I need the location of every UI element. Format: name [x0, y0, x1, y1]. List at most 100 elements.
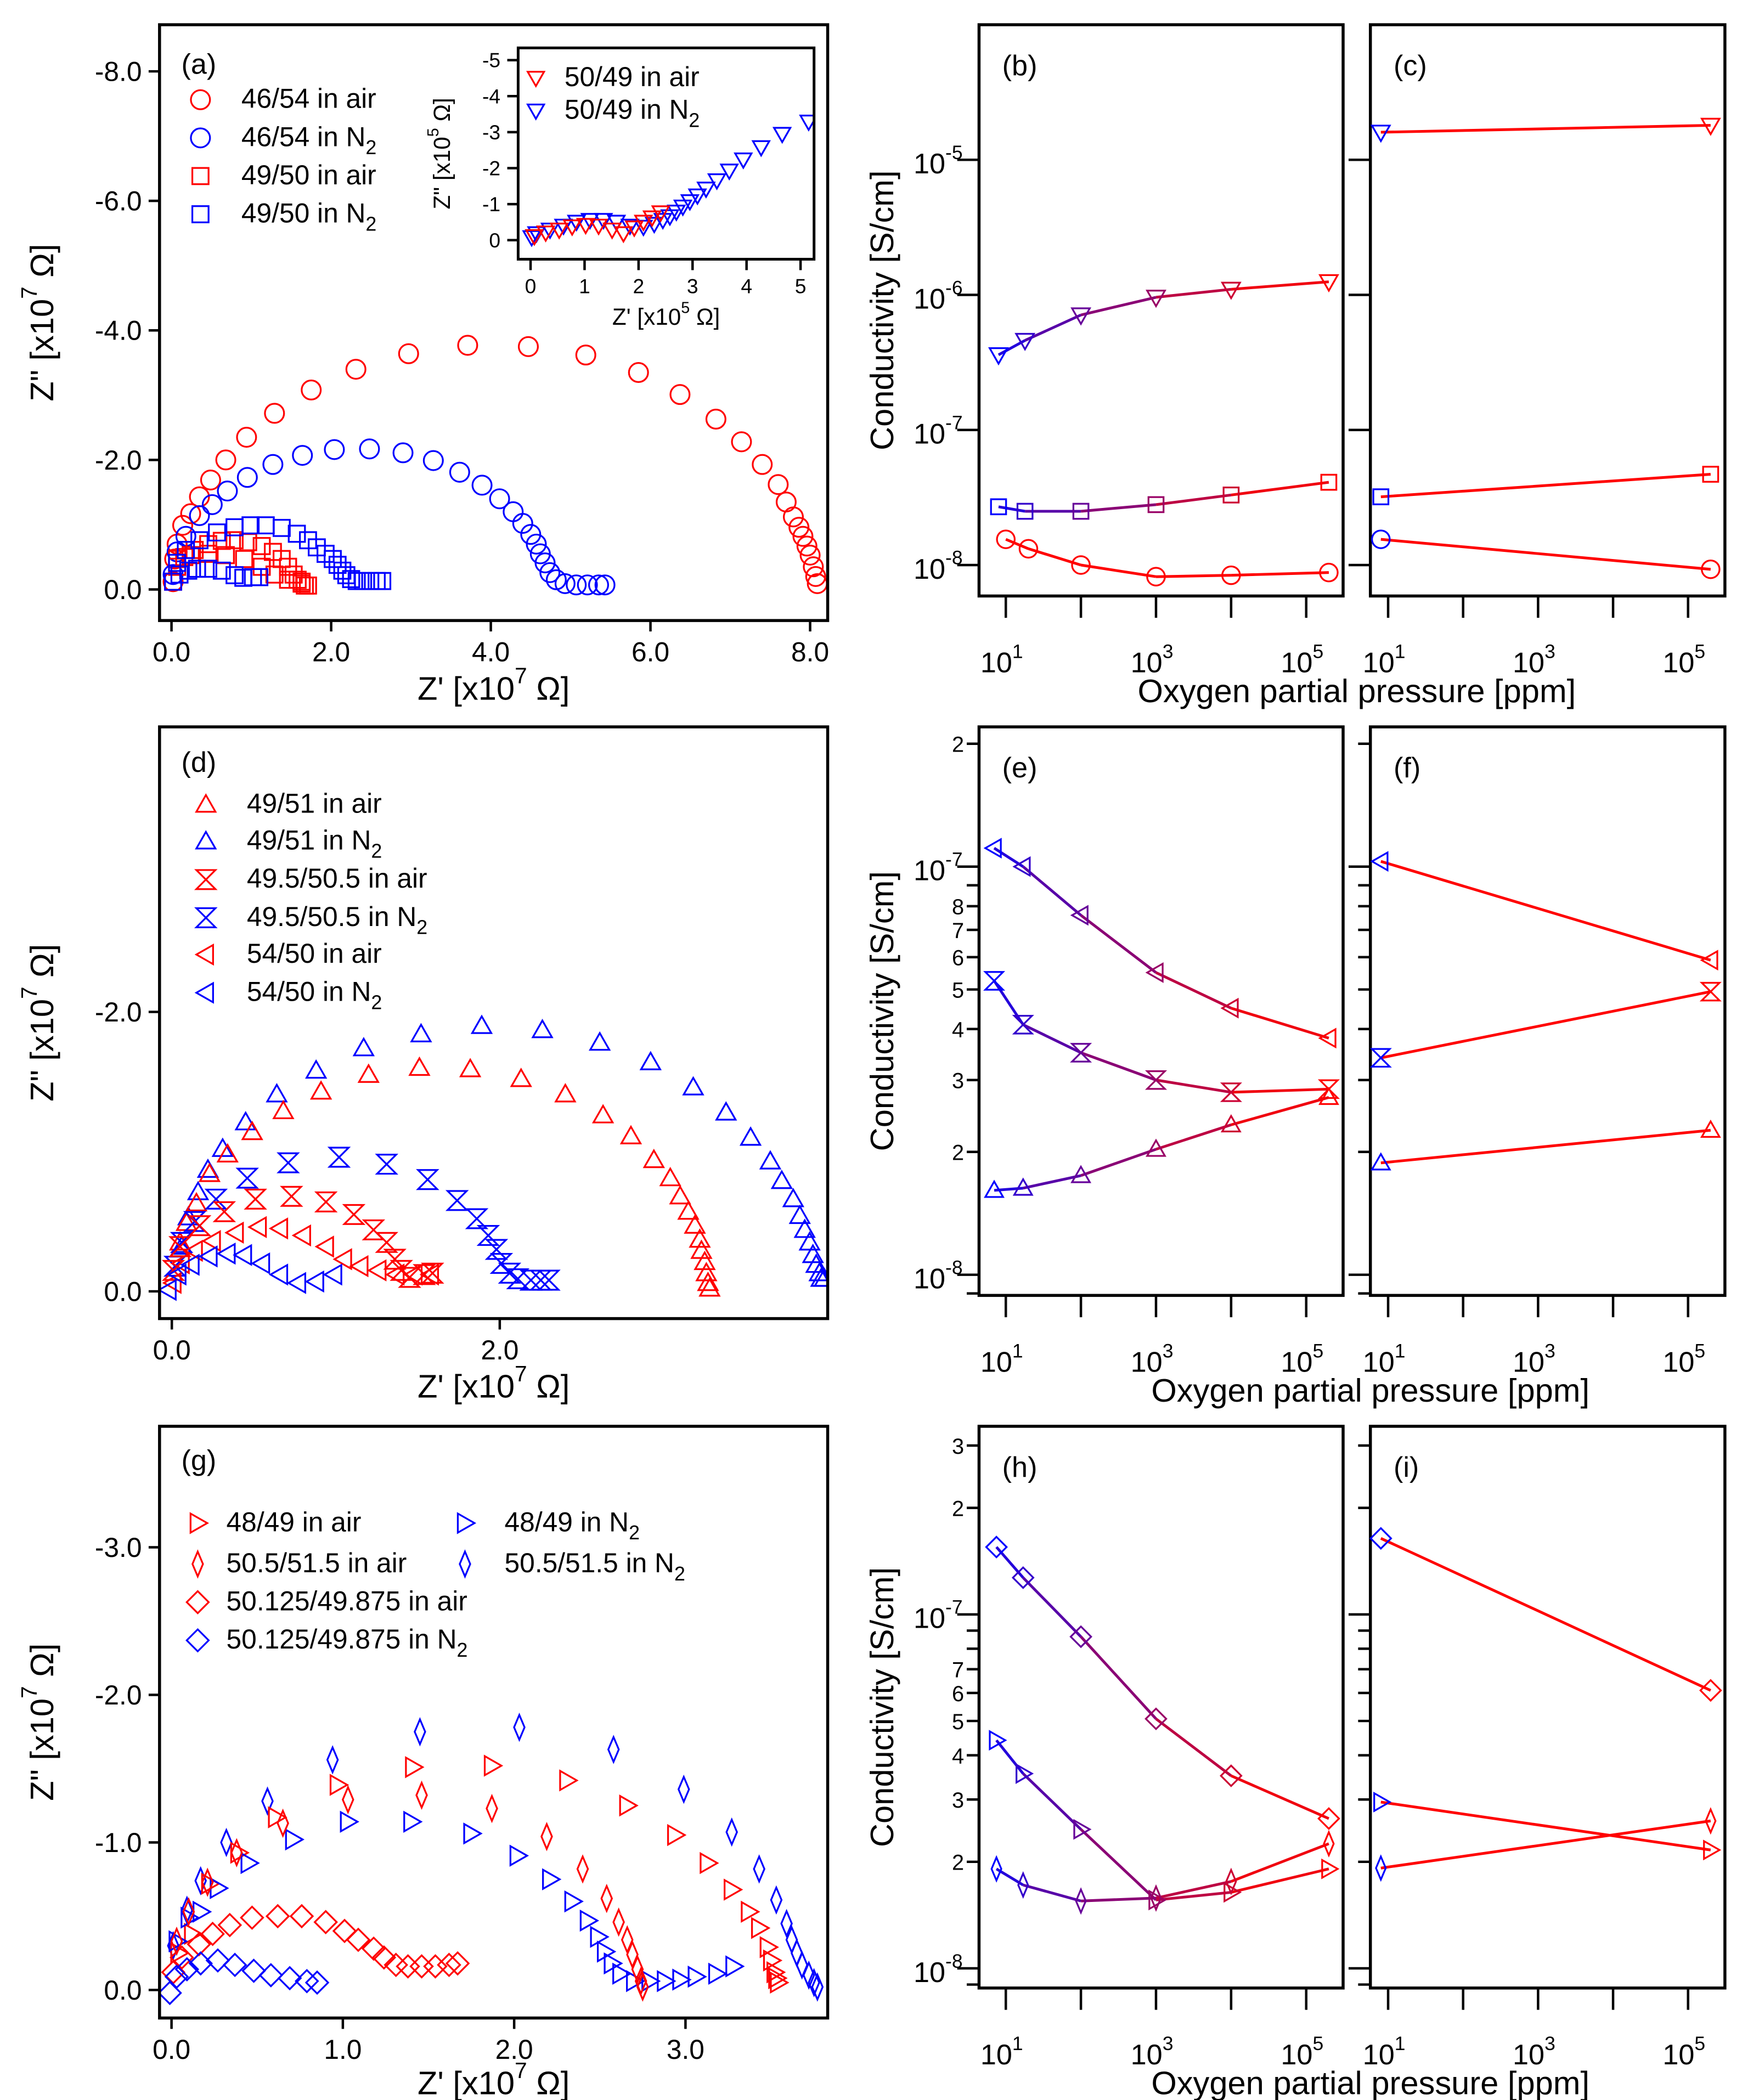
x-axis-title: Oxygen partial pressure [ppm] — [1151, 2065, 1589, 2100]
data-point — [1701, 559, 1721, 579]
data-point — [673, 199, 693, 217]
x-tick-label-superscript: 1 — [1012, 640, 1023, 662]
data-point — [187, 1181, 210, 1200]
series-50-5-51-5-in-N2 — [167, 1712, 824, 2002]
data-point — [181, 1895, 194, 1925]
data-point — [332, 1918, 357, 1944]
data-point — [542, 1868, 562, 1890]
y-tick-label: -2.0 — [95, 997, 142, 1028]
data-point — [631, 1955, 644, 1984]
x-axis-title-tail: Ω] — [527, 2065, 570, 2100]
legend-marker-triangle-up-icon — [195, 793, 217, 813]
data-point — [198, 1245, 218, 1268]
data-point — [782, 506, 804, 528]
legend-marker-triangle-left-icon — [194, 981, 214, 1004]
plot-frame — [516, 46, 816, 261]
x-tick-label-superscript: 1 — [1012, 2033, 1023, 2054]
data-point — [1146, 567, 1166, 586]
panel-label: (h) — [1002, 1452, 1038, 1483]
x-tick-label-superscript: 3 — [1163, 1340, 1174, 1362]
data-point — [796, 535, 818, 557]
data-point — [759, 1936, 779, 1958]
data-point — [247, 1216, 267, 1238]
y-axis-title: Z" [x105 Ω] — [425, 98, 455, 209]
data-point — [526, 533, 547, 555]
x-axis-title: Oxygen partial pressure [ppm] — [1151, 1372, 1589, 1409]
legend-marker-hourglass-icon — [194, 907, 218, 928]
data-point — [559, 1769, 579, 1792]
data-point — [636, 1972, 649, 2002]
series-circle — [1371, 529, 1721, 579]
legend-label-subscript: 2 — [365, 137, 376, 159]
legend-label: 49/50 in air — [241, 160, 376, 190]
data-point — [445, 1190, 469, 1211]
series-line-segment — [1155, 287, 1232, 299]
legend-marker-diamond-icon — [185, 1628, 210, 1653]
x-tick-label: 4 — [741, 275, 752, 298]
data-point — [687, 1966, 707, 1988]
legend-label-main: 49/50 in N — [241, 197, 366, 228]
legend-item: 48/49 in air — [189, 1506, 362, 1537]
data-point — [168, 1930, 188, 1952]
data-point — [1073, 1819, 1092, 1840]
legend-label-main: 50.5/51.5 in air — [227, 1548, 407, 1578]
x-tick-label-superscript: 3 — [1163, 2033, 1174, 2054]
data-point — [1220, 1764, 1243, 1787]
legend-item: 49/51 in air — [195, 788, 382, 819]
data-point — [459, 1058, 482, 1077]
series-line-segment — [1023, 1883, 1081, 1903]
data-point — [641, 1970, 661, 1992]
data-point — [612, 1962, 632, 1985]
data-point — [177, 541, 195, 559]
data-point — [1070, 1043, 1092, 1063]
data-point — [240, 1851, 260, 1875]
series-line-segment — [1380, 538, 1711, 571]
data-point — [241, 1958, 266, 1983]
y-tick-label: -2 — [482, 157, 500, 180]
data-point — [596, 1940, 617, 1963]
series-triangle-down — [988, 274, 1339, 366]
data-point — [279, 571, 297, 589]
data-point — [793, 1218, 816, 1238]
data-point — [280, 1186, 303, 1207]
data-point — [577, 574, 598, 596]
data-point — [240, 1905, 264, 1930]
data-point — [1146, 290, 1166, 308]
data-point — [576, 218, 596, 235]
x-tick-label-main: 10 — [1513, 2039, 1544, 2071]
data-point — [1145, 962, 1164, 983]
data-point — [509, 1844, 529, 1867]
data-point — [252, 537, 271, 555]
data-point — [694, 1250, 716, 1271]
legend-label-main: 48/49 in air — [227, 1506, 362, 1537]
data-point — [1220, 1082, 1242, 1102]
data-point — [266, 1083, 288, 1103]
series-diamond — [1369, 1527, 1722, 1702]
x-tick-label: 2.0 — [495, 2034, 533, 2065]
series-line-segment — [1380, 860, 1711, 962]
legend-label-main: 49.5/50.5 in N — [247, 901, 416, 932]
legend-marker-triangle-right-icon — [456, 1512, 477, 1534]
data-point — [1150, 1884, 1162, 1912]
x-tick-label-main: 10 — [1281, 2039, 1312, 2071]
data-point — [175, 548, 194, 566]
legend-item: 49/50 in air — [191, 160, 376, 190]
series-line-segment — [1155, 1890, 1232, 1901]
data-point — [517, 336, 539, 357]
data-point — [309, 1080, 332, 1100]
data-point — [1318, 1086, 1339, 1105]
data-point — [796, 1950, 809, 1980]
data-point — [725, 1817, 738, 1847]
series-line-segment — [1080, 296, 1157, 317]
data-point — [624, 220, 644, 238]
y-tick-label: 5 — [952, 1710, 964, 1734]
data-point — [613, 226, 634, 244]
x-tick-label: 105 — [1281, 1340, 1323, 1378]
data-point — [591, 1104, 614, 1124]
panel-i: 101 103 105(i) — [1348, 1425, 1727, 2071]
legend-label: 50/49 in air — [565, 61, 700, 92]
data-point — [1369, 1527, 1392, 1550]
